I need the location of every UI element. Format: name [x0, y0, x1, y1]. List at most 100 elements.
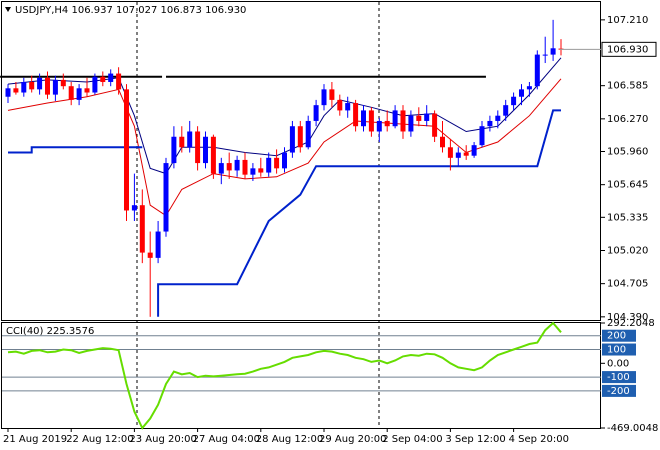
candle-body [258, 168, 264, 173]
candle-body [479, 126, 485, 146]
candle-body [487, 120, 493, 127]
level-label: -200 [607, 386, 630, 397]
candle-body [368, 110, 374, 132]
y-tick-label: 105.645 [607, 180, 648, 191]
candle-body [313, 105, 319, 121]
candle-body [139, 205, 145, 253]
y-tick-label: 106.270 [607, 114, 648, 125]
candle-body [534, 54, 540, 87]
candle-body [242, 159, 248, 175]
x-tick-label: 29 Aug 20:00 [319, 434, 386, 445]
candle-body [447, 147, 453, 158]
level-label: 200 [607, 331, 626, 342]
candle-body [440, 136, 445, 148]
candle-body [131, 205, 137, 211]
price-pane-border [1, 1, 601, 321]
candle-body [400, 110, 406, 132]
candle-body [116, 73, 122, 90]
cci-title: CCI(40) 225.3576 [6, 326, 94, 337]
candle-body [52, 79, 58, 95]
candle-body [274, 157, 280, 169]
y-tick-label: 0.00 [607, 358, 629, 369]
x-tick-label: 27 Aug 04:00 [193, 434, 260, 445]
candle-body [353, 103, 359, 127]
candle-body [282, 152, 287, 169]
candle-body [92, 76, 98, 93]
candle-body [503, 105, 509, 116]
candle-body [250, 168, 256, 175]
candle-body [337, 99, 343, 111]
x-tick-label: 2 Sep 04:00 [382, 434, 442, 445]
y-tick-label: 107.210 [607, 15, 648, 26]
indicator-line [7, 78, 562, 217]
candle-body [147, 252, 153, 258]
candle-body [108, 73, 114, 82]
level-label: 100 [607, 345, 626, 356]
current-price-box [601, 41, 657, 57]
candle-body [321, 89, 327, 106]
candle-body [45, 77, 50, 95]
candle-body [361, 110, 366, 127]
candle-body [495, 115, 501, 121]
y-tick-label: 104.390 [607, 312, 648, 323]
candle-body [21, 81, 27, 93]
candle-body [179, 136, 185, 148]
candle-body [384, 120, 390, 127]
candle-body [13, 88, 19, 93]
candle-body [155, 231, 161, 258]
y-tick-label: 105.020 [607, 245, 648, 256]
x-tick-label: 3 Sep 12:00 [445, 434, 505, 445]
x-tick-label: 21 Aug 2019 [3, 434, 67, 445]
candle-body [163, 163, 169, 232]
y-tick-label: 292.2048 [607, 318, 655, 329]
y-tick-label: 105.960 [607, 146, 648, 157]
level-box [602, 384, 636, 397]
candle-body [289, 126, 295, 153]
x-tick-label: 28 Aug 12:00 [256, 434, 323, 445]
candle-body [550, 48, 556, 55]
candle-body [171, 136, 177, 164]
menu-arrow[interactable] [5, 7, 11, 12]
y-tick-label: -469.0048 [607, 423, 658, 434]
level-label: -100 [607, 372, 630, 383]
candle-body [471, 145, 477, 156]
indicator-line [8, 109, 561, 317]
level-box [602, 371, 636, 384]
y-tick-label: 104.705 [607, 279, 648, 290]
x-tick-label: 23 Aug 20:00 [129, 434, 196, 445]
candle-body [519, 89, 524, 97]
candle-body [408, 115, 414, 132]
candle-body [195, 131, 201, 164]
candle-body [124, 89, 129, 211]
candle-body [37, 77, 43, 90]
candle-body [305, 120, 311, 148]
candle-body [542, 54, 548, 56]
candle-body [329, 89, 335, 100]
candle-body [511, 96, 517, 106]
candle-body [84, 88, 90, 93]
candle-body [76, 88, 82, 100]
candle-body [392, 110, 398, 127]
candle-body [297, 126, 303, 148]
candle-body [345, 103, 351, 111]
x-tick-label: 22 Aug 12:00 [66, 434, 133, 445]
candle-body [234, 159, 240, 171]
candle-body [526, 86, 532, 90]
candle-body [266, 157, 272, 173]
candle-body [100, 76, 106, 82]
candle-body [455, 152, 461, 158]
chart-title: USDJPY,H4 106.937 107.027 106.873 106.93… [15, 5, 246, 16]
candle-body [203, 136, 208, 164]
level-box [602, 343, 636, 356]
candle-body [463, 152, 469, 156]
candle-body [60, 79, 66, 87]
cci-line [7, 321, 562, 430]
cci-pane-border [1, 322, 601, 429]
candle-body [210, 136, 216, 174]
candle-body [432, 113, 438, 137]
candle-body [424, 113, 430, 121]
candle-body [226, 163, 232, 171]
current-price-label: 106.930 [607, 44, 648, 55]
level-box [602, 329, 636, 342]
